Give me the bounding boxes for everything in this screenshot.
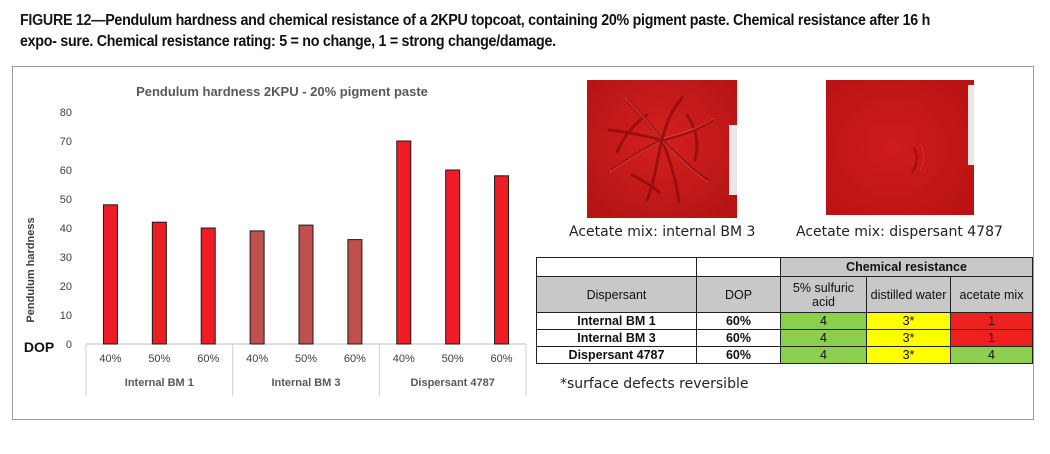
y-tick-label: 10 [60,310,72,322]
rating-water: 3* [866,312,951,330]
bar [396,140,412,345]
rating-water: 3* [866,329,951,347]
photo-internal-bm3 [587,80,737,218]
hardness-bar-chart: Pendulum hardness 2KPU - 20% pigment pas… [24,84,527,396]
y-tick-label: 20 [60,281,72,293]
header-distilled-water: distilled water [866,276,951,313]
header-dop: DOP [696,276,781,313]
row-dop: 60% [696,312,781,330]
header-chemical-resistance: Chemical resistance [780,257,1033,277]
rating-sulfuric: 4 [780,312,867,330]
bar [151,221,167,345]
group-label: Dispersant 4787 [410,377,494,389]
bar [347,239,363,345]
figure-caption-text: Pendulum hardness and chemical resistanc… [20,12,931,50]
y-tick-label: 50 [60,194,72,206]
y-tick-label: 30 [60,252,72,264]
x-tick-label: 60% [197,353,219,365]
smooth-coating-image [826,80,974,215]
x-tick-label: 50% [442,353,464,365]
wrinkled-coating-image [587,80,737,218]
table-row: Internal BM 3 60% 4 3* 1 [536,329,1033,347]
bar [445,169,461,345]
y-tick-label: 40 [60,223,72,235]
x-tick-label: 50% [148,353,170,365]
rating-sulfuric: 4 [780,346,867,364]
table-footnote: *surface defects reversible [560,376,749,392]
bar [249,230,265,345]
x-tick-label: 40% [246,353,268,365]
x-tick-label: 60% [344,353,366,365]
bar [298,224,314,345]
rating-acetate: 4 [950,346,1033,364]
photo-dispersant-4787 [826,80,974,215]
rating-sulfuric: 4 [780,329,867,347]
chart-title: Pendulum hardness 2KPU - 20% pigment pas… [136,84,428,99]
row-dop: 60% [696,346,781,364]
x-tick-label: 50% [295,353,317,365]
chemical-resistance-table: Chemical resistance Dispersant DOP 5% su… [536,257,1033,364]
photo-caption-dispersant-4787: Acetate mix: dispersant 4787 [796,224,1003,240]
group-label: Internal BM 3 [271,377,340,389]
y-axis-label: Pendulum hardness [25,217,37,322]
x-tick-label: 60% [491,353,513,365]
bar [494,175,510,345]
figure-caption-lead: FIGURE 12— [20,12,106,29]
row-dispersant-name: Internal BM 1 [536,312,697,330]
header-acetate-mix: acetate mix [950,276,1033,313]
group-label: Internal BM 1 [125,377,194,389]
photo-caption-internal-bm3: Acetate mix: internal BM 3 [569,224,756,240]
bar [200,227,216,345]
y-tick-label: 80 [60,107,72,119]
rating-acetate: 1 [950,329,1033,347]
row-dispersant-name: Dispersant 4787 [536,346,697,364]
y-tick-label: 70 [60,136,72,148]
y-tick-label: 60 [60,165,72,177]
row-dispersant-name: Internal BM 3 [536,329,697,347]
x-axis-label: DOP [24,339,54,355]
x-tick-label: 40% [99,353,121,365]
rating-acetate: 1 [950,312,1033,330]
rating-water: 3* [866,346,951,364]
figure-caption: FIGURE 12—Pendulum hardness and chemical… [20,10,949,52]
header-dispersant: Dispersant [536,276,697,313]
bar [102,204,118,345]
table-row: Dispersant 4787 60% 4 3* 4 [536,346,1033,364]
y-tick-label: 0 [66,339,72,351]
header-sulfuric-acid: 5% sulfuric acid [780,276,867,313]
table-row: Internal BM 1 60% 4 3* 1 [536,312,1033,330]
x-tick-label: 40% [393,353,415,365]
row-dop: 60% [696,329,781,347]
